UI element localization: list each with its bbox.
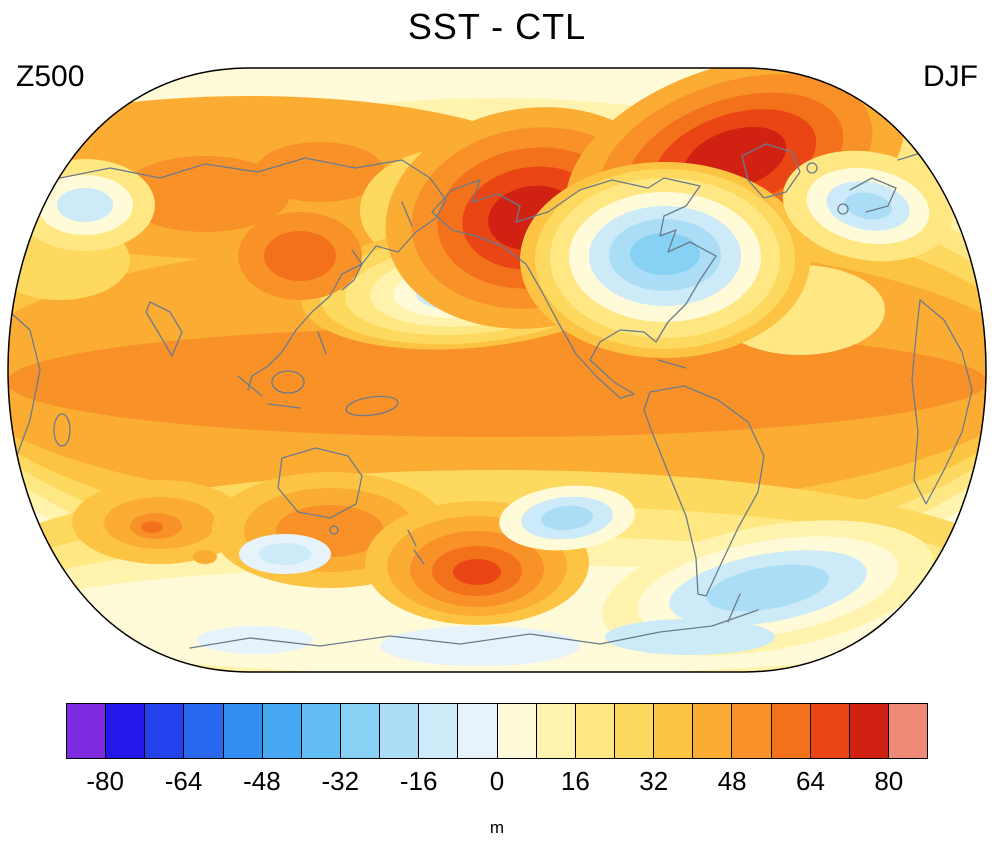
coast-antarctic-peninsula — [727, 593, 741, 623]
season-label: DJF — [923, 60, 978, 93]
coast-africa-left-edge — [9, 311, 41, 459]
coast-java — [267, 403, 301, 409]
coast-japan — [341, 249, 363, 291]
colorbar-cell — [731, 703, 772, 759]
colorbar-tick-label: -32 — [321, 766, 360, 796]
coast-africa-east — [911, 299, 973, 505]
coast-britain — [837, 203, 849, 215]
contour-blob — [605, 619, 775, 655]
projection-outline — [7, 67, 987, 673]
colorbar-cell — [574, 703, 615, 759]
colorbar-tick-label: 48 — [717, 766, 747, 796]
coast-caribbean — [657, 359, 687, 369]
contour-blob — [141, 521, 163, 533]
colorbar-cell — [887, 703, 929, 759]
contour-field — [8, 68, 986, 672]
contour-blob — [380, 626, 580, 666]
coast-borneo — [271, 370, 305, 394]
variable-label: Z500 — [16, 60, 85, 93]
contour-blob — [193, 550, 217, 564]
contour-blob — [541, 505, 593, 531]
colorbar-cell — [457, 703, 498, 759]
coast-india — [145, 301, 183, 357]
figure-title: SST - CTL — [407, 6, 587, 47]
colorbar-cell — [339, 703, 381, 759]
contour-blob — [57, 188, 113, 222]
colorbar-cell — [379, 703, 420, 759]
colorbar-cell — [418, 703, 459, 759]
colorbar-cell — [144, 703, 185, 759]
units-label: m — [489, 818, 505, 837]
contour-blob — [197, 626, 313, 654]
coast-philippines — [317, 331, 327, 355]
coast-iceland — [806, 162, 818, 174]
colorbar-cell — [300, 703, 341, 759]
colorbar-cell — [848, 703, 889, 759]
contour-blob — [630, 233, 700, 275]
colorbar-cell — [653, 703, 694, 759]
colorbar-tick-label: -64 — [164, 766, 203, 796]
colorbar-cell — [261, 703, 302, 759]
colorbar-labels: -80 -64 -48 -32 -16 0 16 32 48 64 80 — [66, 766, 928, 800]
colorbar-cell — [770, 703, 811, 759]
contour-blob — [453, 559, 501, 585]
colorbar-tick-label: -80 — [86, 766, 124, 796]
colorbar-cell — [692, 703, 733, 759]
coast-south-america — [643, 385, 765, 597]
coast-eurasia — [13, 157, 447, 391]
coast-new-zealand — [407, 529, 425, 565]
colorbar-tick-label: -48 — [243, 766, 281, 796]
world-map — [7, 67, 987, 673]
coast-kamchatka — [401, 201, 413, 227]
coast-greenland — [741, 143, 801, 199]
coast-north-america — [431, 177, 717, 399]
colorbar-cell — [66, 703, 107, 759]
coast-europe — [849, 177, 897, 213]
contour-blob — [255, 142, 385, 202]
contour-blob — [8, 327, 986, 437]
colorbar-tick-label: 64 — [795, 766, 825, 796]
contour-blob — [264, 231, 336, 281]
coastlines — [9, 143, 973, 649]
colorbar-cell — [535, 703, 576, 759]
colorbar-cell — [183, 703, 224, 759]
contour-blob — [844, 192, 892, 220]
coast-australia — [277, 447, 363, 519]
colorbar-cell — [105, 703, 146, 759]
coast-madagascar — [53, 413, 71, 447]
contour-blob — [120, 156, 290, 232]
contour-blob — [259, 543, 311, 565]
colorbar-cell — [809, 703, 850, 759]
coast-sumatra — [237, 375, 263, 397]
colorbar — [66, 703, 929, 759]
colorbar-cell — [613, 703, 655, 759]
coast-new-guinea — [345, 395, 399, 417]
colorbar-tick-label: 16 — [560, 766, 590, 796]
colorbar-cell — [222, 703, 263, 759]
coast-tasmania — [329, 525, 339, 535]
colorbar-tick-label: 80 — [874, 766, 904, 796]
colorbar-tick-label: 0 — [489, 766, 505, 796]
colorbar-tick-label: -16 — [399, 766, 438, 796]
colorbar-cell — [496, 703, 537, 759]
coast-antarctica — [189, 609, 759, 649]
colorbar-tick-label: 32 — [639, 766, 669, 796]
